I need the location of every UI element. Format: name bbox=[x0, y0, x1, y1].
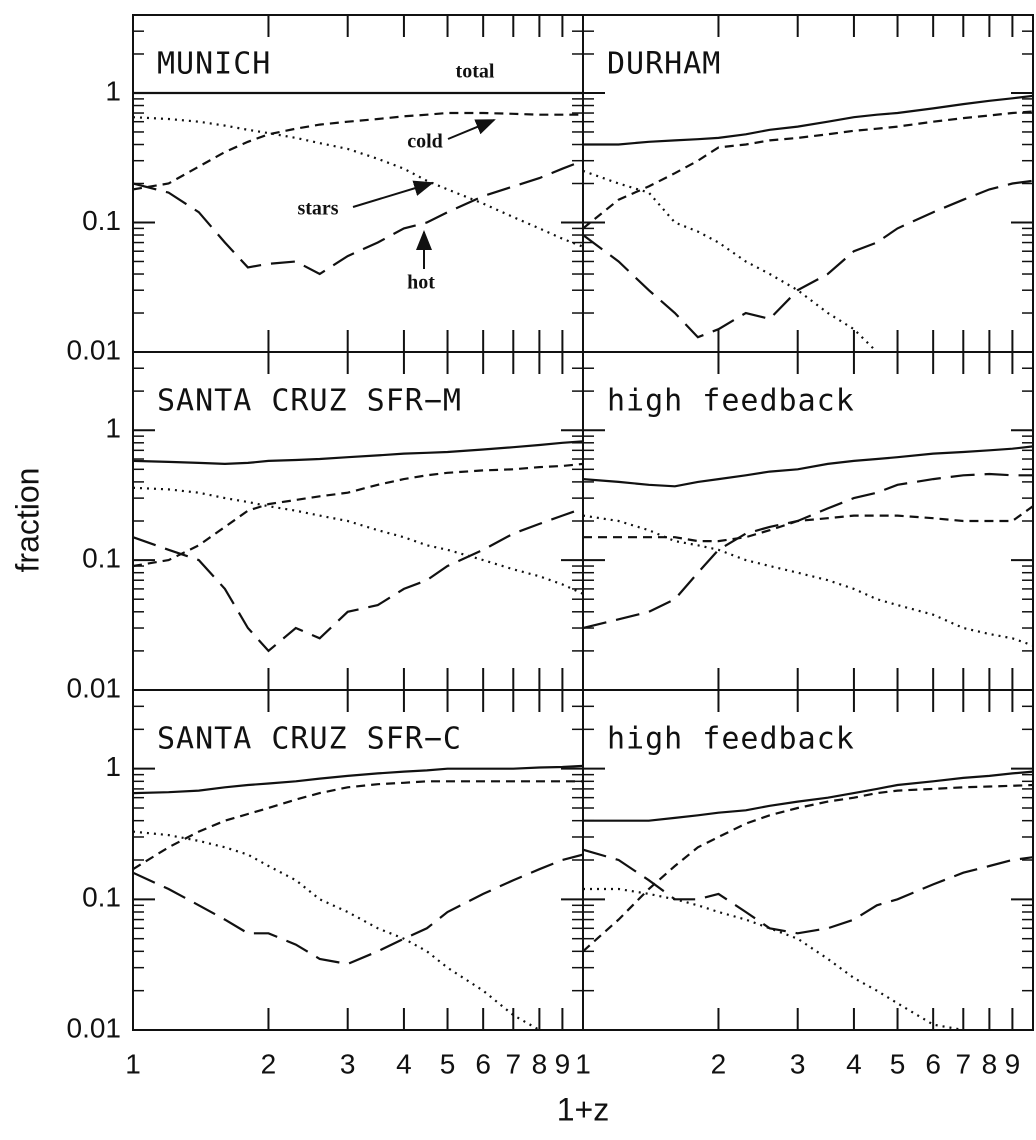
y-tick-label: 0.1 bbox=[82, 205, 121, 236]
series-line bbox=[133, 116, 583, 248]
x-tick-label: 4 bbox=[846, 1048, 862, 1079]
series-line bbox=[583, 770, 1033, 822]
x-axis-label: 1+z bbox=[557, 1091, 609, 1127]
series-annotation: total bbox=[456, 61, 495, 83]
panel-title: high feedback bbox=[607, 722, 855, 757]
x-tick-label: 9 bbox=[1005, 1048, 1021, 1079]
series-line bbox=[583, 505, 1033, 543]
series-line bbox=[133, 507, 583, 653]
x-tick-label: 9 bbox=[555, 1048, 571, 1079]
plot-area bbox=[133, 440, 583, 653]
x-tick-label: 5 bbox=[890, 1048, 906, 1079]
x-tick-label: 2 bbox=[261, 1048, 277, 1079]
y-axis-label: fraction bbox=[9, 468, 45, 573]
y-tick-label: 0.01 bbox=[67, 1012, 122, 1043]
series-line bbox=[583, 783, 1033, 953]
plot-area bbox=[583, 445, 1033, 647]
panel-title: MUNICH bbox=[157, 47, 271, 82]
series-line bbox=[133, 486, 583, 595]
annotation-arrow bbox=[352, 180, 434, 208]
series-line bbox=[133, 764, 583, 795]
x-tick-label: 6 bbox=[475, 1048, 491, 1079]
series-line bbox=[583, 514, 1033, 647]
x-tick-label: 2 bbox=[711, 1048, 727, 1079]
y-tick-label: 0.01 bbox=[67, 334, 122, 365]
series-line bbox=[133, 830, 540, 1030]
series-line bbox=[583, 848, 1033, 935]
annotation-arrow bbox=[447, 119, 496, 140]
plot-area bbox=[583, 770, 1033, 1030]
y-tick-label: 0.01 bbox=[67, 672, 122, 703]
series-line bbox=[133, 159, 583, 276]
series-annotation: hot bbox=[407, 272, 435, 294]
series-line bbox=[133, 853, 583, 966]
series-line bbox=[133, 440, 583, 466]
series-line bbox=[583, 94, 1033, 146]
x-tick-label: 3 bbox=[340, 1048, 356, 1079]
x-tick-label: 1 bbox=[575, 1048, 591, 1079]
x-tick-label: 3 bbox=[790, 1048, 806, 1079]
plot-area bbox=[583, 94, 1033, 352]
series-line bbox=[583, 110, 1033, 230]
series-line bbox=[583, 169, 878, 352]
y-tick-label: 1 bbox=[105, 751, 121, 782]
series-line bbox=[133, 780, 583, 871]
x-tick-label: 4 bbox=[396, 1048, 412, 1079]
y-tick-label: 1 bbox=[105, 413, 121, 444]
series-line bbox=[133, 462, 583, 568]
x-tick-label: 5 bbox=[440, 1048, 456, 1079]
x-tick-label: 7 bbox=[956, 1048, 972, 1079]
panel-title: DURHAM bbox=[607, 47, 721, 82]
panel-title: SANTA CRUZ SFR−C bbox=[157, 722, 462, 757]
panel-title: SANTA CRUZ SFR−M bbox=[157, 384, 462, 419]
series-line bbox=[583, 472, 1033, 630]
x-tick-label: 6 bbox=[925, 1048, 941, 1079]
y-tick-label: 0.1 bbox=[82, 882, 121, 913]
x-tick-label: 7 bbox=[506, 1048, 522, 1079]
y-tick-label: 0.1 bbox=[82, 542, 121, 573]
panel-title: high feedback bbox=[607, 384, 855, 419]
x-tick-label: 1 bbox=[125, 1048, 141, 1079]
plot-area bbox=[133, 764, 583, 1030]
series-line bbox=[583, 445, 1033, 488]
series-line bbox=[583, 887, 964, 1030]
plot-area bbox=[133, 91, 583, 276]
series-line bbox=[583, 179, 1033, 339]
y-tick-label: 1 bbox=[105, 75, 121, 106]
series-annotation: stars bbox=[297, 198, 338, 220]
series-annotation: cold bbox=[407, 131, 443, 153]
x-tick-label: 8 bbox=[982, 1048, 998, 1079]
series-line bbox=[133, 111, 583, 191]
x-tick-label: 8 bbox=[532, 1048, 548, 1079]
